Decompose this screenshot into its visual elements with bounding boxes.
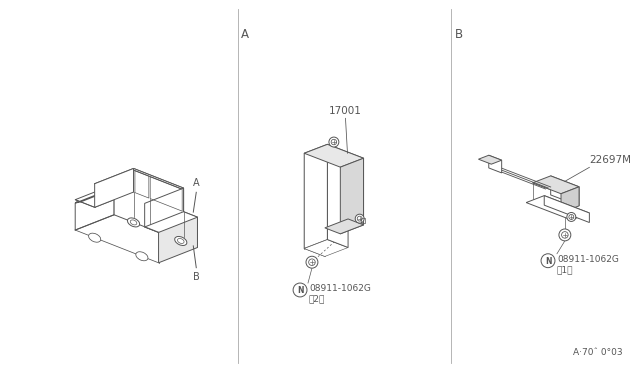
Circle shape [329,137,339,147]
Polygon shape [76,185,134,207]
Polygon shape [479,155,502,164]
Text: N: N [297,286,303,295]
Polygon shape [526,196,589,220]
Polygon shape [489,155,502,173]
Polygon shape [328,144,364,247]
Polygon shape [134,169,184,212]
Polygon shape [304,240,348,256]
Polygon shape [550,176,579,206]
Ellipse shape [175,237,187,246]
Text: （1）: （1） [557,265,573,274]
Polygon shape [95,169,134,207]
Ellipse shape [88,233,100,242]
Polygon shape [159,217,198,263]
Polygon shape [304,144,364,167]
Polygon shape [145,212,198,232]
Ellipse shape [136,252,148,261]
Polygon shape [76,187,120,203]
Text: A: A [193,178,200,188]
Polygon shape [325,219,364,234]
Circle shape [559,229,571,241]
Text: 17001: 17001 [329,106,362,116]
Polygon shape [76,186,117,230]
Text: 08911-1062G: 08911-1062G [309,285,371,294]
Circle shape [355,214,364,223]
Text: B: B [193,272,200,282]
Polygon shape [95,169,184,203]
Polygon shape [145,188,184,227]
Circle shape [293,283,307,297]
Text: A·70ˆ 0°03: A·70ˆ 0°03 [573,348,623,357]
Text: N: N [545,257,551,266]
Circle shape [306,256,318,268]
Circle shape [541,254,555,268]
Polygon shape [532,176,579,194]
Polygon shape [544,196,589,222]
Text: A: A [241,28,249,41]
Text: 08911-1062G: 08911-1062G [557,255,619,264]
Polygon shape [304,144,328,248]
Text: B: B [454,28,463,41]
Circle shape [567,212,576,221]
Ellipse shape [127,218,140,227]
Polygon shape [340,158,364,234]
Text: （2）: （2） [309,294,325,304]
Text: 22697M: 22697M [589,155,632,166]
Polygon shape [561,187,579,213]
Polygon shape [114,170,198,247]
